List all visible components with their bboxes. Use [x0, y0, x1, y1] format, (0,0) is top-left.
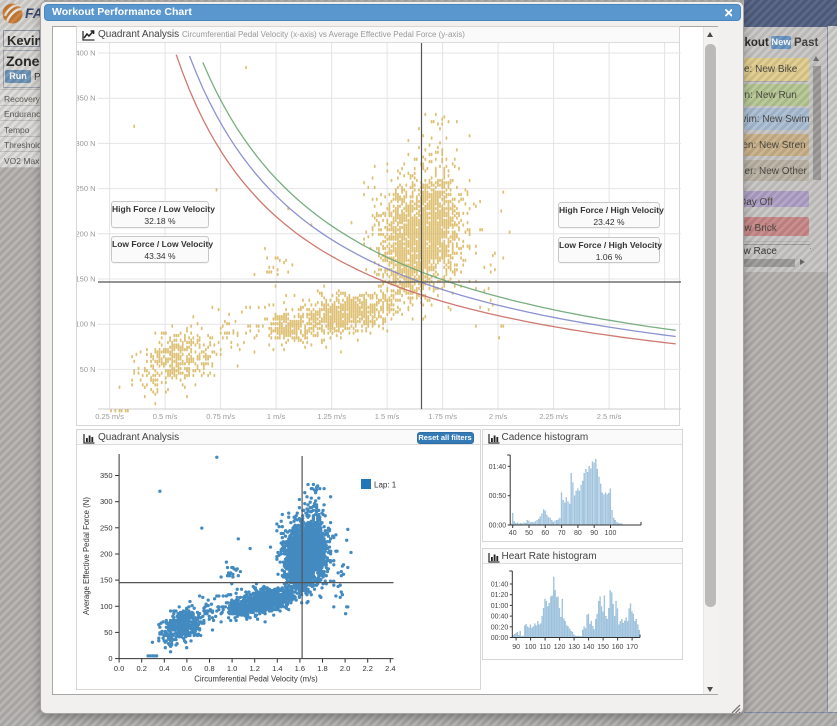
svg-text:00:00: 00:00: [488, 523, 506, 530]
svg-text:Average Effective Pedal Force: Average Effective Pedal Force (N): [82, 497, 91, 615]
svg-text:400 N: 400 N: [77, 48, 96, 57]
svg-text:150: 150: [597, 644, 609, 651]
svg-text:Circumferential Pedal Velocity: Circumferential Pedal Velocity (m/s): [194, 675, 318, 684]
svg-text:90: 90: [590, 530, 598, 537]
svg-text:0.2: 0.2: [136, 664, 146, 673]
svg-text:2.2: 2.2: [362, 664, 372, 673]
svg-text:0.4: 0.4: [159, 664, 169, 673]
svg-text:2.4: 2.4: [385, 664, 395, 673]
svg-text:00:20: 00:20: [490, 624, 508, 631]
svg-text:100 N: 100 N: [77, 319, 96, 328]
svg-text:00:40: 00:40: [490, 614, 508, 621]
svg-text:110: 110: [539, 644, 550, 651]
svg-text:1.25 m/s: 1.25 m/s: [317, 412, 346, 421]
svg-text:80: 80: [574, 530, 582, 537]
svg-text:300: 300: [99, 497, 112, 506]
svg-text:170: 170: [626, 644, 638, 651]
svg-text:Lap: 1: Lap: 1: [374, 481, 397, 490]
svg-text:0.8: 0.8: [204, 664, 214, 673]
svg-text:1.6: 1.6: [294, 664, 304, 673]
svg-text:90: 90: [512, 644, 520, 651]
svg-text:130: 130: [568, 644, 580, 651]
svg-text:2.5 m/s: 2.5 m/s: [597, 412, 622, 421]
svg-text:1.2: 1.2: [249, 664, 259, 673]
svg-text:100: 100: [99, 602, 112, 611]
svg-text:60: 60: [541, 530, 549, 537]
svg-text:00:50: 00:50: [488, 493, 506, 500]
svg-text:1.0: 1.0: [226, 664, 236, 673]
svg-text:0.5 m/s: 0.5 m/s: [153, 412, 178, 421]
svg-text:150: 150: [99, 576, 112, 585]
svg-text:01:40: 01:40: [488, 464, 506, 471]
svg-text:2.0: 2.0: [339, 664, 349, 673]
svg-text:200 N: 200 N: [77, 229, 96, 238]
svg-text:0: 0: [108, 654, 112, 663]
svg-text:01:20: 01:20: [490, 592, 508, 599]
svg-text:250 N: 250 N: [77, 184, 96, 193]
svg-text:0.75 m/s: 0.75 m/s: [206, 412, 235, 421]
svg-text:120: 120: [553, 644, 565, 651]
svg-text:2 m/s: 2 m/s: [489, 412, 508, 421]
svg-text:300 N: 300 N: [77, 138, 96, 147]
svg-text:2.25 m/s: 2.25 m/s: [539, 412, 568, 421]
svg-text:350 N: 350 N: [77, 93, 96, 102]
svg-text:0.0: 0.0: [113, 664, 123, 673]
svg-text:40: 40: [508, 530, 516, 537]
svg-text:00:00: 00:00: [490, 635, 508, 642]
svg-text:70: 70: [557, 530, 565, 537]
svg-text:1 m/s: 1 m/s: [267, 412, 286, 421]
svg-text:0.25 m/s: 0.25 m/s: [95, 412, 124, 421]
svg-text:100: 100: [604, 530, 616, 537]
svg-text:150 N: 150 N: [77, 274, 96, 283]
svg-text:01:00: 01:00: [490, 603, 508, 610]
svg-text:1.8: 1.8: [317, 664, 327, 673]
svg-text:50: 50: [104, 628, 112, 637]
svg-text:01:40: 01:40: [490, 582, 508, 589]
svg-text:0.6: 0.6: [181, 664, 191, 673]
svg-text:250: 250: [99, 523, 112, 532]
svg-text:50 N: 50 N: [80, 364, 96, 373]
svg-text:350: 350: [99, 471, 112, 480]
svg-text:160: 160: [611, 644, 623, 651]
svg-text:1.4: 1.4: [272, 664, 282, 673]
svg-text:140: 140: [582, 644, 594, 651]
svg-text:1.75 m/s: 1.75 m/s: [428, 412, 457, 421]
svg-text:50: 50: [525, 530, 533, 537]
svg-text:100: 100: [524, 644, 536, 651]
svg-text:1.5 m/s: 1.5 m/s: [375, 412, 400, 421]
svg-text:200: 200: [99, 550, 112, 559]
